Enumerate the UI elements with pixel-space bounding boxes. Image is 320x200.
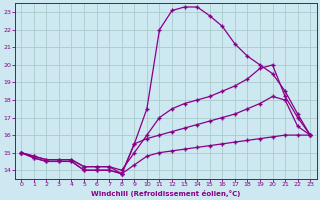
X-axis label: Windchill (Refroidissement éolien,°C): Windchill (Refroidissement éolien,°C): [91, 190, 240, 197]
